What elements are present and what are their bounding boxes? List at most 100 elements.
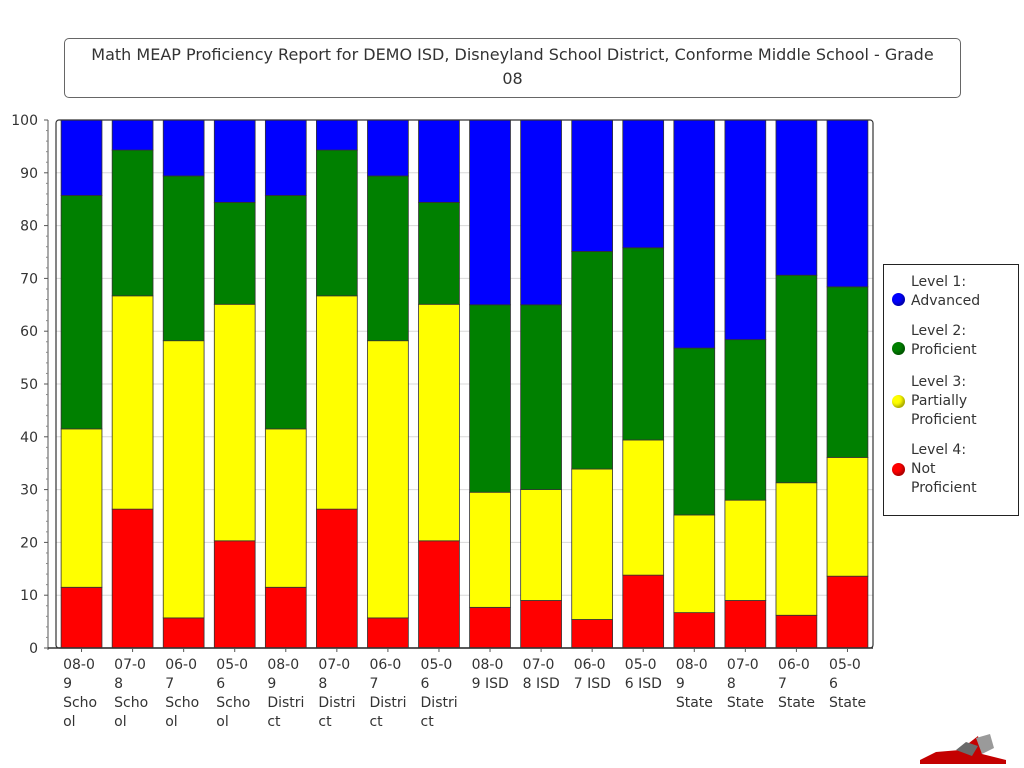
y-tick-label: 80 <box>20 219 38 235</box>
x-tick-label: 07-0 <box>523 657 555 673</box>
legend: Level 1: Advanced Level 2: Proficient Le… <box>883 264 1019 516</box>
x-tick-label: ct <box>421 714 435 730</box>
x-tick-label: ol <box>216 714 228 730</box>
x-tick-label: 08-0 <box>472 657 504 673</box>
x-tick-label: 08-0 <box>676 657 708 673</box>
x-tick-label: Distri <box>318 695 355 711</box>
bar-segment <box>571 468 613 620</box>
bar-segment <box>571 251 613 470</box>
bar-segment <box>60 195 103 430</box>
x-tick-label: 6 <box>829 676 838 692</box>
bar-segment <box>111 508 154 649</box>
x-tick-label: 07-0 <box>318 657 350 673</box>
x-tick-label: Scho <box>114 695 148 711</box>
legend-swatch-proficient <box>892 342 905 355</box>
bar-segment <box>775 274 818 484</box>
bar-segment <box>571 619 613 649</box>
x-tick-label: ct <box>267 714 281 730</box>
bar-segment <box>622 439 665 576</box>
bar-segment <box>520 489 562 601</box>
bar-segment <box>162 175 205 342</box>
bar-segment <box>111 149 154 297</box>
x-tick-label: 06-0 <box>778 657 810 673</box>
x-tick-label: ct <box>318 714 332 730</box>
y-tick-label: 10 <box>20 588 38 604</box>
bar-segment <box>520 304 562 490</box>
bar-segment <box>264 195 307 430</box>
bar-segment <box>469 119 511 306</box>
bar-segment <box>264 586 307 649</box>
x-tick-label: 9 <box>676 676 685 692</box>
x-tick-label: 6 <box>216 676 225 692</box>
bar-segment <box>367 340 409 619</box>
x-tick-label: 6 ISD <box>625 676 662 692</box>
y-tick-label: 60 <box>20 324 38 340</box>
bar-segment <box>111 119 154 151</box>
x-tick-label: State <box>727 695 764 711</box>
x-tick-label: Distri <box>369 695 406 711</box>
x-tick-label: 06-0 <box>165 657 197 673</box>
bar-segment <box>418 119 460 203</box>
bar-segment <box>775 119 818 276</box>
bar-segment <box>213 119 256 203</box>
x-tick-label: Distri <box>421 695 458 711</box>
chart-title: Math MEAP Proficiency Report for DEMO IS… <box>64 38 961 98</box>
bar-segment <box>469 606 511 649</box>
x-tick-label: Scho <box>63 695 97 711</box>
x-tick-label: 9 ISD <box>472 676 509 692</box>
x-tick-label: 07-0 <box>727 657 759 673</box>
bar-segment <box>826 575 869 649</box>
x-tick-label: 05-0 <box>216 657 248 673</box>
x-tick-label: State <box>829 695 866 711</box>
bar-segment <box>826 286 869 458</box>
y-tick-label: 70 <box>20 271 38 287</box>
bar-segment <box>213 303 256 542</box>
x-tick-label: Distri <box>267 695 304 711</box>
y-tick-label: 100 <box>11 113 38 129</box>
x-tick-label: Scho <box>216 695 250 711</box>
x-tick-label: 8 ISD <box>523 676 560 692</box>
bar-segment <box>367 119 409 177</box>
x-tick-label: 9 <box>63 676 72 692</box>
bar-segment <box>264 119 307 196</box>
bar-segment <box>367 617 409 649</box>
bar-segment <box>213 201 256 305</box>
x-tick-label: 08-0 <box>63 657 95 673</box>
bar-segment <box>111 295 154 510</box>
bar-segment <box>520 119 562 306</box>
bar-segment <box>775 482 818 616</box>
bar-segment <box>826 119 869 288</box>
bar-segment <box>622 119 665 249</box>
bar-segment <box>418 303 460 542</box>
bar-segment <box>775 614 818 649</box>
x-tick-label: 6 <box>421 676 430 692</box>
bar-segment <box>316 508 358 649</box>
bar-segment <box>264 428 307 588</box>
bar-segment <box>571 119 613 252</box>
x-tick-label: 7 <box>778 676 787 692</box>
bar-segment <box>724 499 767 601</box>
bar-segment <box>724 339 767 501</box>
bar-segment <box>60 428 103 588</box>
bar-segment <box>162 119 205 177</box>
x-tick-label: ol <box>63 714 75 730</box>
bar-segment <box>316 295 358 510</box>
bar-segment <box>673 119 716 349</box>
bar-segment <box>162 340 205 619</box>
legend-swatch-partially-proficient <box>892 395 905 408</box>
y-tick-label: 50 <box>20 377 38 393</box>
x-tick-label: 7 <box>369 676 378 692</box>
x-tick-label: 08-0 <box>267 657 299 673</box>
bar-segment <box>316 149 358 297</box>
y-tick-label: 30 <box>20 483 38 499</box>
legend-swatch-not-proficient <box>892 463 905 476</box>
bar-segment <box>622 247 665 441</box>
bar-segment <box>826 456 869 577</box>
y-tick-label: 0 <box>29 641 38 657</box>
x-tick-label: 05-0 <box>421 657 453 673</box>
legend-label-not-proficient: Level 4: Not Proficient <box>911 442 977 496</box>
x-tick-label: 07-0 <box>114 657 146 673</box>
x-tick-label: State <box>676 695 713 711</box>
